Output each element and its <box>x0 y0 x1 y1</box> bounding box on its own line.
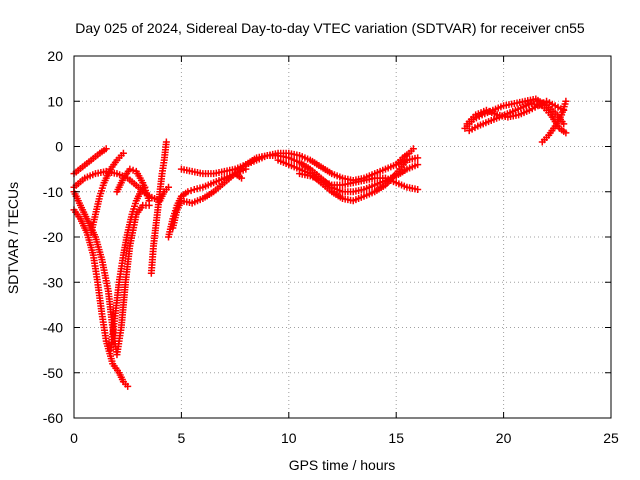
series-arc-18 <box>465 100 570 137</box>
series-arc-1 <box>70 145 110 178</box>
data-point <box>560 120 568 128</box>
series-arc-15 <box>392 145 417 169</box>
y-tick-label: -40 <box>43 320 63 336</box>
series-arc-4 <box>70 188 153 359</box>
series-arc-3 <box>70 206 132 390</box>
axis-ticks: 0 5 10 15 20 25 -60 -50 -40 -30 -20 -10 0 10 20 <box>43 48 619 446</box>
data-point <box>184 188 192 196</box>
y-tick-label: -10 <box>43 184 63 200</box>
series-arc-10 <box>169 165 250 232</box>
x-tick-label: 0 <box>70 430 78 446</box>
data-point <box>126 165 134 173</box>
data-point <box>562 129 570 137</box>
data-point <box>162 138 170 146</box>
data-point <box>145 197 153 205</box>
data-point <box>414 161 422 169</box>
data-marks <box>70 95 570 390</box>
y-tick-label: -50 <box>43 365 63 381</box>
y-tick-label: -20 <box>43 229 63 245</box>
x-tick-label: 10 <box>281 430 297 446</box>
series-arc-8 <box>147 138 170 277</box>
series-arc-6 <box>107 183 149 354</box>
data-point <box>124 382 132 390</box>
y-tick-label: 0 <box>55 139 63 155</box>
data-point <box>119 149 127 157</box>
y-tick-label: -60 <box>43 410 63 426</box>
data-point <box>562 97 570 105</box>
y-tick-label: 10 <box>47 93 63 109</box>
x-tick-label: 25 <box>603 430 619 446</box>
x-axis-label: GPS time / hours <box>289 457 396 473</box>
data-point <box>165 183 173 191</box>
x-tick-label: 20 <box>496 430 512 446</box>
data-point <box>187 187 195 195</box>
y-tick-label: 20 <box>47 48 63 64</box>
series-arc-14 <box>296 170 422 193</box>
series-arc-7 <box>113 165 153 205</box>
series-arc-5 <box>87 149 127 236</box>
data-point <box>129 166 137 174</box>
data-point <box>414 154 422 162</box>
data-point <box>238 174 246 182</box>
data-point <box>409 145 417 153</box>
y-axis-label: SDTVAR / TECUs <box>5 182 21 294</box>
series-arc-19 <box>538 97 570 146</box>
chart-title: Day 025 of 2024, Sidereal Day-to-day VTE… <box>75 20 585 36</box>
y-tick-label: -30 <box>43 274 63 290</box>
data-point <box>414 185 422 193</box>
data-point <box>102 145 110 153</box>
x-tick-label: 15 <box>388 430 404 446</box>
series-arc-13 <box>274 156 411 205</box>
x-tick-label: 5 <box>178 430 186 446</box>
